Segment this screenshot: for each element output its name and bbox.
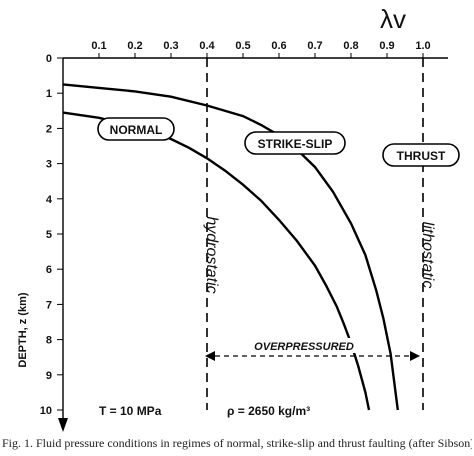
svg-text:OVERPRESSURED: OVERPRESSURED (254, 341, 354, 353)
strike-slip-regime-label: STRIKE-SLIP (244, 131, 346, 155)
overpressured-annotation: OVERPRESSURED (205, 338, 420, 361)
density-annotation: ρ = 2650 kg/m³ (227, 404, 310, 418)
figure-caption: Fig. 1. Fluid pressure conditions in reg… (2, 436, 472, 450)
t-annotation: T = 10 MPa (99, 404, 162, 418)
thrust-regime-label: THRUST (382, 143, 460, 167)
axis-ticks (57, 53, 424, 411)
x-tick-label: 0.4 (199, 40, 215, 52)
y-axis-title: DEPTH, z (km) (17, 292, 29, 368)
x-tick-label: 0.3 (163, 40, 178, 52)
y-tick-label: 10 (40, 405, 52, 417)
normal-regime-label: NORMAL (97, 117, 175, 141)
x-tick-label: 0.9 (379, 40, 394, 52)
y-tick-label: 2 (46, 123, 52, 135)
y-tick-label: 3 (46, 159, 52, 171)
y-tick-label: 0 (46, 53, 52, 65)
hydrostatic-label: hydrostatic (203, 216, 220, 293)
svg-text:NORMAL: NORMAL (110, 123, 163, 137)
x-tick-labels: 0.1 0.2 0.3 0.4 0.5 0.6 0.7 0.8 0.9 1.0 (91, 40, 430, 52)
x-tick-label: 0.6 (271, 40, 286, 52)
x-tick-label: 0.8 (343, 40, 358, 52)
x-axis-title: λv (380, 4, 406, 34)
x-tick-label: 0.2 (127, 40, 142, 52)
y-tick-label: 6 (46, 264, 52, 276)
y-tick-label: 1 (46, 88, 52, 100)
y-tick-labels: 0 1 2 3 4 5 6 7 8 9 10 (40, 53, 53, 417)
y-tick-label: 5 (46, 229, 52, 241)
svg-text:THRUST: THRUST (397, 149, 446, 163)
y-tick-label: 8 (46, 335, 52, 347)
x-tick-label: 1.0 (415, 40, 430, 52)
lithostatic-label: lithostatic (419, 222, 436, 289)
x-tick-label: 0.7 (307, 40, 322, 52)
strike-slip-boundary-curve (62, 83, 399, 411)
y-tick-label: 4 (46, 194, 53, 206)
x-tick-label: 0.1 (91, 40, 106, 52)
y-tick-label: 9 (46, 370, 52, 382)
y-tick-label: 7 (46, 299, 52, 311)
x-tick-label: 0.5 (235, 40, 250, 52)
y-axis-arrow (58, 418, 68, 432)
svg-text:STRIKE-SLIP: STRIKE-SLIP (258, 137, 333, 151)
